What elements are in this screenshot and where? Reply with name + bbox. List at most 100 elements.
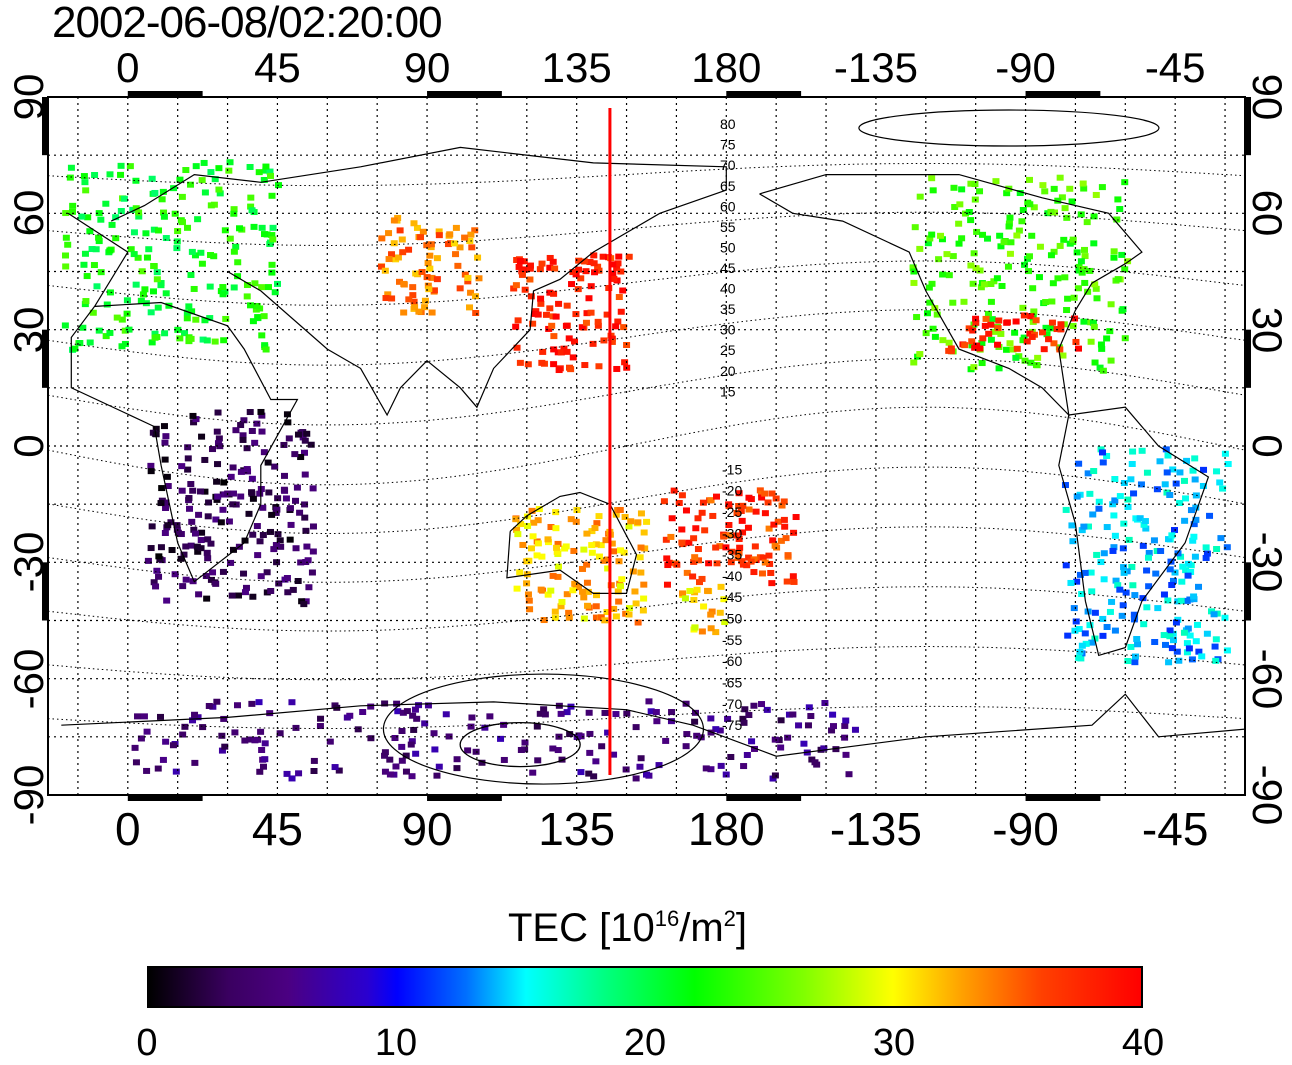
tec-cell [258, 412, 266, 419]
tec-cell [557, 710, 565, 717]
tec-cell [212, 580, 220, 587]
tec-cell [955, 240, 963, 247]
tec-cell [691, 718, 699, 725]
tec-cell [1103, 524, 1111, 531]
tec-cell [1050, 209, 1058, 216]
tec-cell [821, 700, 829, 707]
tec-cell [187, 335, 195, 342]
tec-cell [97, 269, 105, 276]
tec-cell [161, 530, 169, 537]
tec-cell [1134, 641, 1142, 648]
tec-cell [188, 248, 196, 255]
tec-cell [575, 257, 583, 264]
tec-cell [584, 602, 592, 609]
tec-cell [178, 463, 186, 470]
tec-cell [247, 194, 255, 201]
tec-cell [761, 559, 769, 566]
tec-cell [712, 726, 720, 733]
tec-cell [1095, 505, 1103, 512]
tec-cell [1064, 295, 1072, 302]
tec-cell [257, 408, 265, 415]
contour-labels: 80 75 70 65 60 55 50 45 40 35 30 25 20 15 -15 -20 -25 -30… [720, 116, 742, 733]
tec-cell [273, 506, 281, 513]
tec-cell [663, 555, 671, 562]
tec-cell [1078, 266, 1086, 273]
tec-cell [534, 311, 542, 318]
tec-cell [1210, 611, 1218, 618]
tec-cell [1120, 569, 1128, 576]
tec-cell [229, 464, 237, 471]
tec-cell [86, 339, 94, 346]
tec-cell [750, 745, 758, 752]
tec-cell [1190, 521, 1198, 528]
tec-cell [725, 501, 733, 508]
tec-cell [367, 735, 375, 742]
tec-cell [591, 269, 599, 276]
tec-cell [1021, 261, 1029, 268]
tec-cell [102, 200, 110, 207]
magnetic-pole-contour [858, 109, 1160, 147]
tec-cell [935, 256, 943, 263]
tec-cell [399, 709, 407, 716]
tec-cell [721, 619, 729, 626]
tec-cell [217, 519, 225, 526]
tec-cell [68, 208, 76, 215]
tec-cell [690, 596, 698, 603]
tec-cell [1180, 477, 1188, 484]
tec-cell [784, 552, 792, 559]
tec-cell [1120, 564, 1128, 571]
tec-cell [139, 291, 147, 298]
tec-cell [722, 771, 730, 778]
tec-cell [686, 587, 694, 594]
tec-cell [418, 268, 426, 275]
tec-cell [117, 162, 125, 169]
tec-cell [745, 506, 753, 513]
tec-cell [218, 732, 226, 739]
tec-cell [1048, 298, 1056, 305]
tec-cell [529, 533, 537, 540]
tec-cell [157, 544, 165, 551]
tec-cell [132, 205, 140, 212]
tec-cell [1027, 313, 1035, 320]
tec-cell [1103, 335, 1111, 342]
tec-cell [771, 736, 779, 743]
tec-cell [842, 717, 850, 724]
tec-cell [566, 731, 574, 738]
tec-cell [331, 764, 339, 771]
tec-cell [592, 614, 600, 621]
tec-cell [640, 529, 648, 536]
tec-cell [259, 532, 267, 539]
tec-cell [214, 493, 222, 500]
contour-label: 20 [720, 363, 736, 379]
tec-cell [307, 441, 315, 448]
tec-cell [1182, 567, 1190, 574]
tec-cell [995, 317, 1003, 324]
tec-cell [631, 588, 639, 595]
magnetic-isoline [47, 586, 1246, 632]
contour-label: -60 [722, 653, 742, 669]
tec-cell [220, 715, 228, 722]
tec-cell [789, 711, 797, 718]
tec-cell [958, 186, 966, 193]
tec-cell [664, 562, 672, 569]
coastline [759, 174, 1143, 417]
tec-cell [1091, 281, 1099, 288]
tec-cell [987, 298, 995, 305]
tec-cell [569, 354, 577, 361]
tec-cell [377, 263, 385, 270]
tec-cell [1186, 596, 1194, 603]
tec-cell [1152, 570, 1160, 577]
tec-cell [410, 298, 418, 305]
tec-cell [161, 330, 169, 337]
tec-cell [574, 584, 582, 591]
tec-cell [1087, 338, 1095, 345]
lat-tick-right: 60 [1244, 189, 1291, 237]
tec-cell [81, 301, 89, 308]
tec-cell [1212, 636, 1220, 643]
tec-cell [213, 698, 221, 705]
tec-cell [1139, 595, 1147, 602]
tec-cell [265, 489, 273, 496]
tec-cell [548, 322, 556, 329]
tec-cell [284, 589, 292, 596]
tec-cell [841, 734, 849, 741]
